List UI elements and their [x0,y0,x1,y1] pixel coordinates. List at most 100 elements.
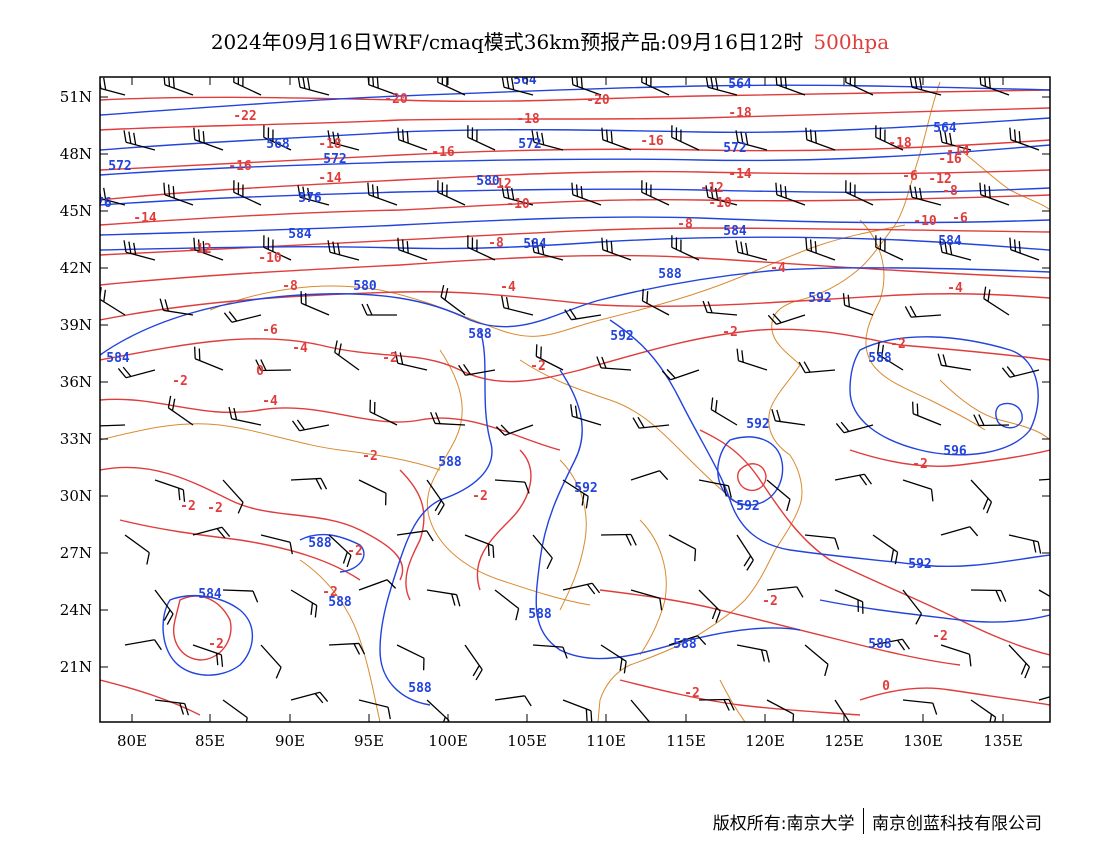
wind-barb [358,479,387,506]
wind-barb [872,638,910,651]
longitude-label: 125E [824,732,864,750]
wind-barb [100,414,126,427]
wind-barb [979,182,1010,206]
temperature-label-layer: -22-20 -20-18-18 -18-18-16-16-16-16-14-14-… [133,92,970,701]
pressure-level: 500hpa [813,30,890,54]
wind-barb [464,644,483,681]
wind-barb [983,286,1010,316]
footer-divider [862,808,864,834]
wind-barb [570,404,602,426]
temperature-contour-label: -4 [947,281,963,296]
wind-barb [834,473,872,486]
temperature-contour [399,469,425,601]
wind-barb [1008,644,1031,679]
temperature-contour [100,398,561,451]
wind-barb [154,699,190,716]
wind-barb [571,182,602,206]
wind-barb [222,479,244,514]
wind-barb [464,534,495,558]
wind-barb [426,479,445,516]
wind-barb [532,644,568,659]
temperature-contour-label: -14 [133,211,157,226]
temperature-contour-label: -10 [913,214,937,229]
wind-barb [1009,237,1040,261]
latitude-label: 21N [60,658,92,676]
height-contour-label: 584 [198,587,222,602]
wind-barb [771,409,806,426]
wind-barb [698,698,735,711]
wind-barb [426,589,461,607]
temperature-contour-label: -2 [890,337,906,352]
height-contour [162,595,254,676]
wind-barb [940,526,979,537]
wind-barb [904,305,942,318]
temperature-contour [100,107,1050,131]
height-contour-label: 576 [88,196,112,211]
wind-barb [735,130,768,151]
temperature-contour-label: -2 [322,585,338,600]
height-contour [100,117,1050,151]
longitude-label: 110E [586,732,626,750]
coastline [639,519,667,656]
wind-barb [571,77,602,96]
wind-barb [872,534,899,565]
coastline [859,219,986,431]
height-contour [100,187,1050,206]
wind-barb [835,421,874,434]
height-contour-layer [100,84,1050,706]
coastline [299,559,381,722]
wind-barb [804,644,829,677]
wind-barb [671,235,700,261]
wind-barb [845,77,874,96]
wind-barb [766,479,791,512]
height-contour-label: 588 [328,595,352,610]
wind-barb [397,127,428,151]
wind-barb [562,699,593,722]
wind-barb [564,308,602,321]
temperature-contour-label: -12 [188,242,211,257]
temperature-contour-label: -8 [488,236,504,251]
wind-barb [973,414,1010,427]
wind-barb [939,130,972,151]
temperature-contour-label: -6 [952,211,968,226]
longitude-label: 115E [666,732,706,750]
temperature-contour-label: -14 [946,144,970,159]
copyright-footer: 版权所有:南京大学 南京创蓝科技有限公司 [713,808,1042,834]
temperature-contour-label: -16 [228,159,252,174]
height-contour-label: 592 [574,481,597,496]
wind-barb [260,644,282,679]
wind-barb [123,240,156,261]
wind-barb [430,411,466,426]
wind-barb [842,293,874,316]
wind-barb [467,125,496,151]
wind-barb [775,77,806,96]
coastline [719,679,746,722]
wind-barb [222,699,248,722]
wind-barb [263,125,292,151]
wind-barb [123,130,156,151]
height-contour-label: 592 [736,499,759,514]
wind-barb [902,479,934,502]
height-contour-label: 584 [106,351,130,366]
wind-barb [358,579,397,591]
temperature-contour-label: -6 [262,323,278,338]
height-contour [717,436,784,506]
wind-barb [163,77,194,96]
latitude-label: 42N [60,259,92,277]
height-contour [100,144,1050,176]
wind-barb [396,530,434,542]
height-contour-label: 568 [266,137,290,152]
wind-barb [766,586,804,598]
height-contour-label: 564 [513,73,537,88]
wind-barb [154,479,186,502]
wind-barb [736,348,768,371]
wind-barb [233,180,262,206]
wind-barb [154,589,174,625]
wind-barb [437,180,466,206]
wind-barb [876,342,904,371]
latitude-label: 51N [60,88,92,106]
height-contour-label: 592 [808,291,831,306]
temperature-contour-label: -12 [700,181,723,196]
wind-barb [369,399,398,426]
